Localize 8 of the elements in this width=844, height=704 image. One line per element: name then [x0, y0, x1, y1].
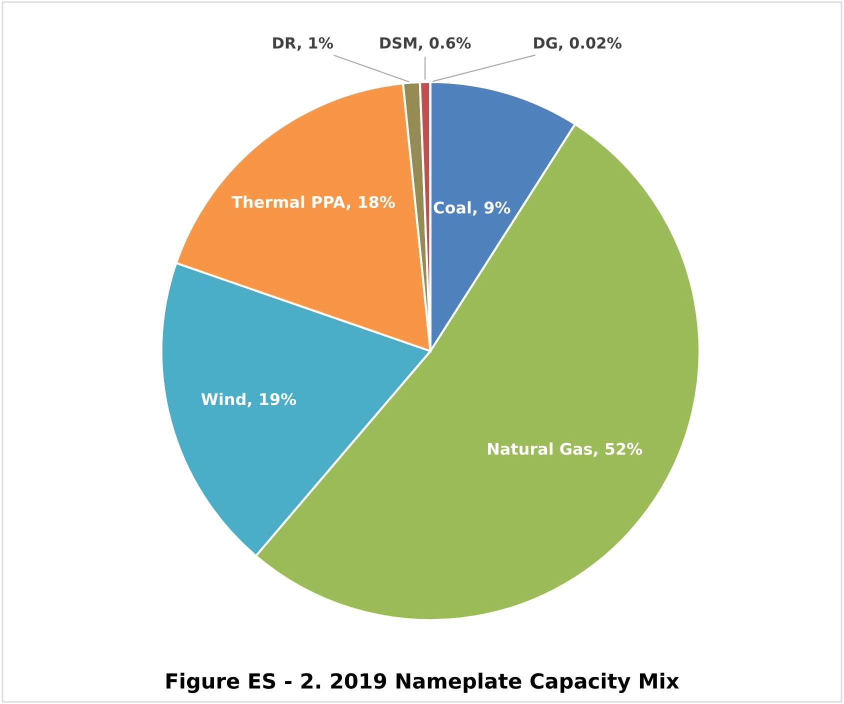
slice-label: Thermal PPA, 18% — [232, 196, 395, 210]
slice-label: DSM, 0.6% — [380, 37, 471, 51]
text: Figure ES - 2. 2019 Nameplate Capacity Mix — [166, 672, 680, 694]
slice-label: DR, 1% — [273, 37, 334, 51]
slice-label: Wind, 19% — [201, 392, 296, 408]
slice-label: Natural Gas, 52% — [488, 442, 642, 457]
slice-label: Coal, 9% — [434, 201, 510, 216]
slice-label: DG, 0.02% — [534, 37, 622, 51]
